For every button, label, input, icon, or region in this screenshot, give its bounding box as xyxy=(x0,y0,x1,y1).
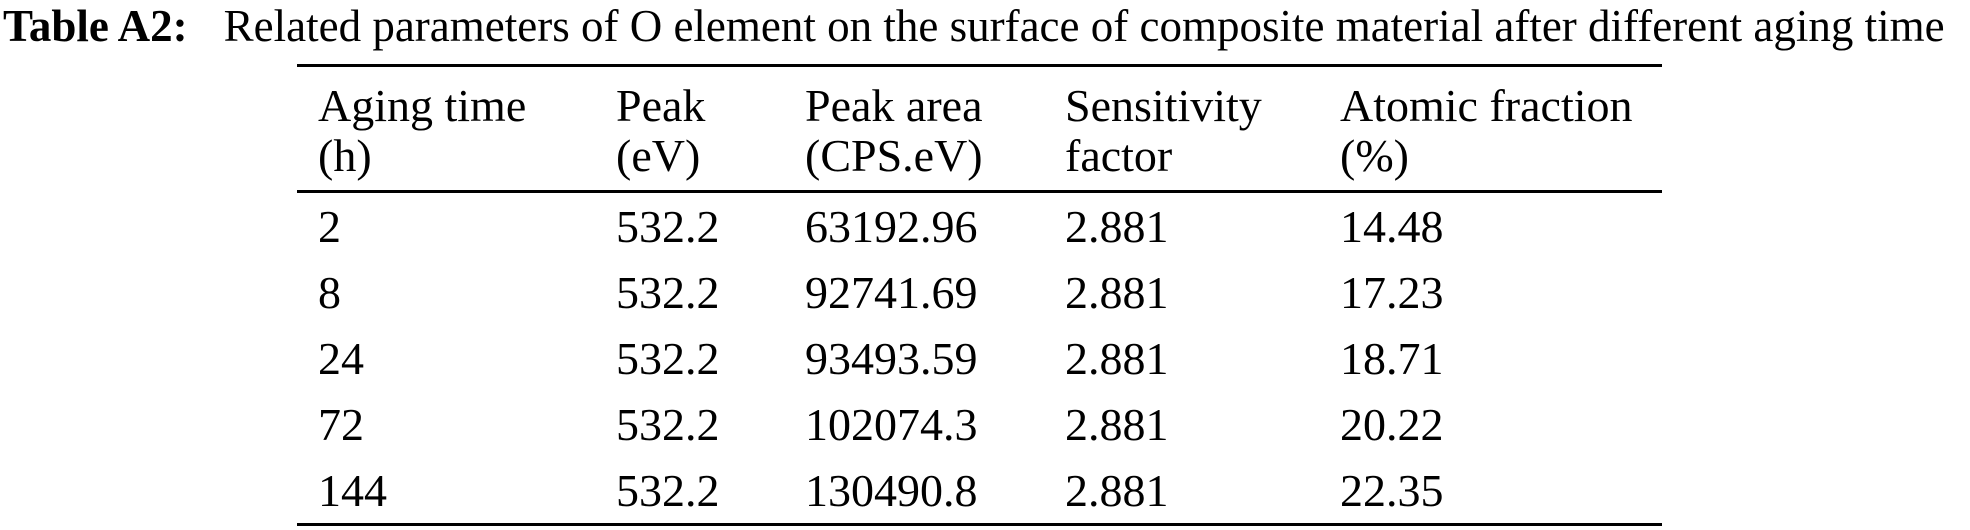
table-row: 24 532.2 93493.59 2.881 18.71 xyxy=(297,325,1662,391)
table-header: Aging time (h) Peak (eV) Peak area (CPS.… xyxy=(297,66,1662,192)
table-cell-peak: 532.2 xyxy=(616,266,720,318)
col-header-aging-time: Aging time (h) xyxy=(297,66,616,192)
table-header-row: Aging time (h) Peak (eV) Peak area (CPS.… xyxy=(297,66,1662,192)
table-caption: Table A2: Related parameters of O element… xyxy=(3,0,1945,52)
col-header-peak-area: Peak area (CPS.eV) xyxy=(805,66,1065,192)
col-header-line1: Sensitivity xyxy=(1065,80,1262,131)
table-cell-peak-area: 63192.96 xyxy=(805,200,978,252)
table-cell-aging-time: 2 xyxy=(318,200,341,252)
col-header-line1: Atomic fraction xyxy=(1340,80,1633,131)
table-cell-aging-time: 72 xyxy=(318,398,364,450)
col-header-line1: Aging time xyxy=(318,80,527,131)
table-cell-atomic-fraction: 22.35 xyxy=(1340,464,1444,516)
table-cell-aging-time: 144 xyxy=(318,464,387,516)
col-header-line2: (h) xyxy=(318,130,372,181)
col-header-line2: (CPS.eV) xyxy=(805,130,983,181)
col-header-peak: Peak (eV) xyxy=(616,66,805,192)
col-header-sensitivity-factor: Sensitivity factor xyxy=(1065,66,1340,192)
col-header-line1: Peak area xyxy=(805,80,983,131)
table-cell-sensitivity-factor: 2.881 xyxy=(1065,200,1169,252)
col-header-line2: (eV) xyxy=(616,130,701,181)
table-cell-atomic-fraction: 14.48 xyxy=(1340,200,1444,252)
table-cell-peak: 532.2 xyxy=(616,200,720,252)
table-cell-peak-area: 130490.8 xyxy=(805,464,978,516)
data-table: Aging time (h) Peak (eV) Peak area (CPS.… xyxy=(297,64,1662,526)
table-cell-aging-time: 24 xyxy=(318,332,364,384)
table-cell-peak: 532.2 xyxy=(616,464,720,516)
table-cell-aging-time: 8 xyxy=(318,266,341,318)
table-cell-peak-area: 102074.3 xyxy=(805,398,978,450)
table-cell-atomic-fraction: 17.23 xyxy=(1340,266,1444,318)
table-cell-atomic-fraction: 18.71 xyxy=(1340,332,1444,384)
col-header-atomic-fraction: Atomic fraction (%) xyxy=(1340,66,1662,192)
col-header-line2: factor xyxy=(1065,130,1173,181)
table-cell-sensitivity-factor: 2.881 xyxy=(1065,464,1169,516)
table-row: 2 532.2 63192.96 2.881 14.48 xyxy=(297,192,1662,260)
table-cell-peak-area: 93493.59 xyxy=(805,332,978,384)
table-cell-peak: 532.2 xyxy=(616,332,720,384)
table-cell-atomic-fraction: 20.22 xyxy=(1340,398,1444,450)
table-row: 72 532.2 102074.3 2.881 20.22 xyxy=(297,391,1662,457)
col-header-line1: Peak xyxy=(616,80,706,131)
table-cell-peak-area: 92741.69 xyxy=(805,266,978,318)
table-row: 144 532.2 130490.8 2.881 22.35 xyxy=(297,457,1662,525)
col-header-line2: (%) xyxy=(1340,130,1409,181)
table-body: 2 532.2 63192.96 2.881 14.48 8 532.2 927… xyxy=(297,192,1662,525)
table-cell-sensitivity-factor: 2.881 xyxy=(1065,398,1169,450)
table-caption-label: Table A2: xyxy=(3,1,188,51)
table-cell-peak: 532.2 xyxy=(616,398,720,450)
table-row: 8 532.2 92741.69 2.881 17.23 xyxy=(297,259,1662,325)
table-cell-sensitivity-factor: 2.881 xyxy=(1065,332,1169,384)
table-caption-text: Related parameters of O element on the s… xyxy=(223,1,1945,51)
table-cell-sensitivity-factor: 2.881 xyxy=(1065,266,1169,318)
